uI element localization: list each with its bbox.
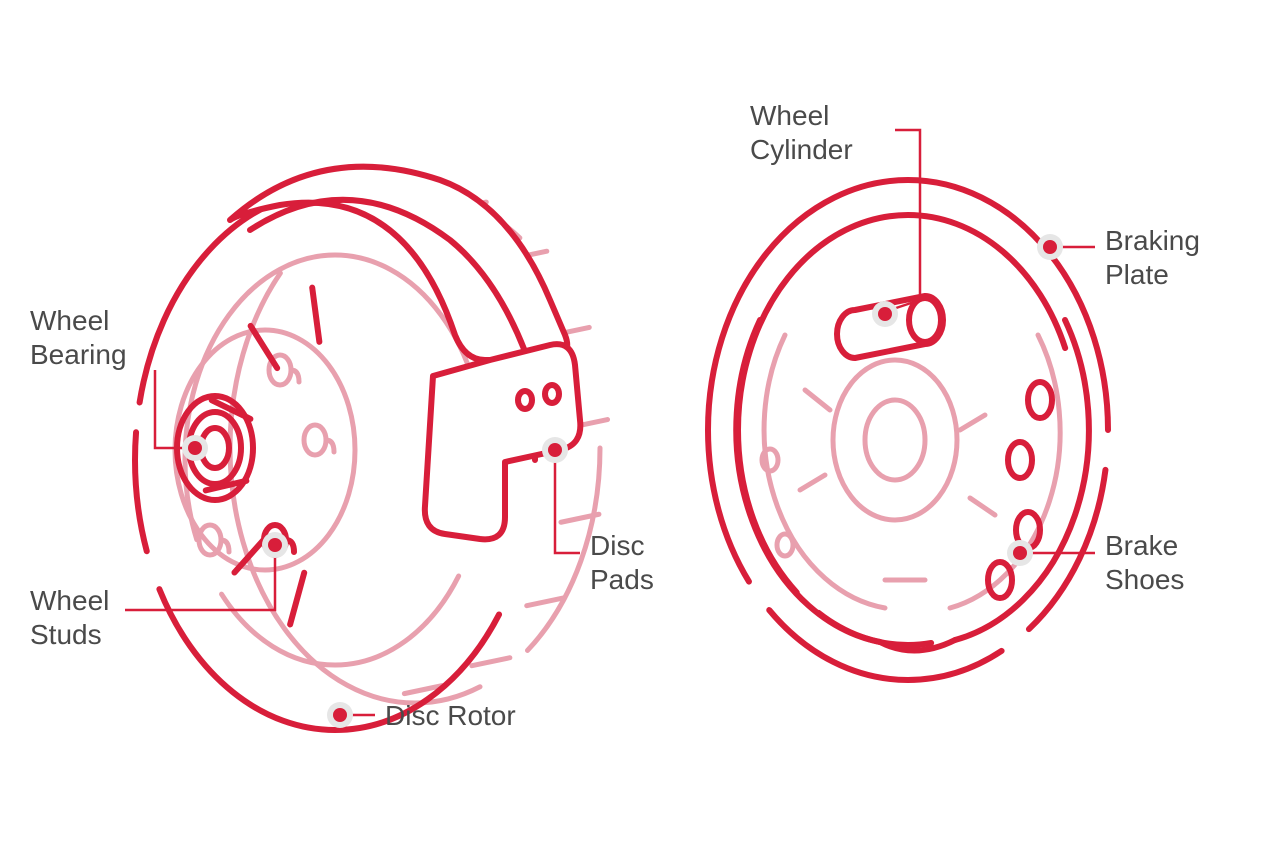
- drum_brake_labels: WheelCylinder BrakingPlate BrakeShoes: [750, 100, 1200, 595]
- brake_shoes-marker: [1007, 540, 1033, 566]
- wheel_cylinder-label: WheelCylinder: [750, 100, 853, 165]
- wheel_bearing-label: WheelBearing: [30, 305, 127, 370]
- disc_rotor-marker: [327, 702, 353, 728]
- braking_plate-marker: [1037, 234, 1063, 260]
- brake_shoes-label: BrakeShoes: [1105, 530, 1184, 595]
- disc_pads-label: DiscPads: [590, 530, 654, 595]
- disc_rotor-label: Disc Rotor: [385, 700, 516, 731]
- wheel_studs-marker: [262, 532, 288, 558]
- braking_plate-label: BrakingPlate: [1105, 225, 1200, 290]
- wheel_cylinder-marker: [872, 301, 898, 327]
- wheel_studs-label: WheelStuds: [30, 585, 109, 650]
- wheel_cylinder-leader: [890, 130, 920, 310]
- disc_pads-leader: [555, 450, 580, 553]
- wheel_bearing-marker: [182, 435, 208, 461]
- disc_pads-marker: [542, 437, 568, 463]
